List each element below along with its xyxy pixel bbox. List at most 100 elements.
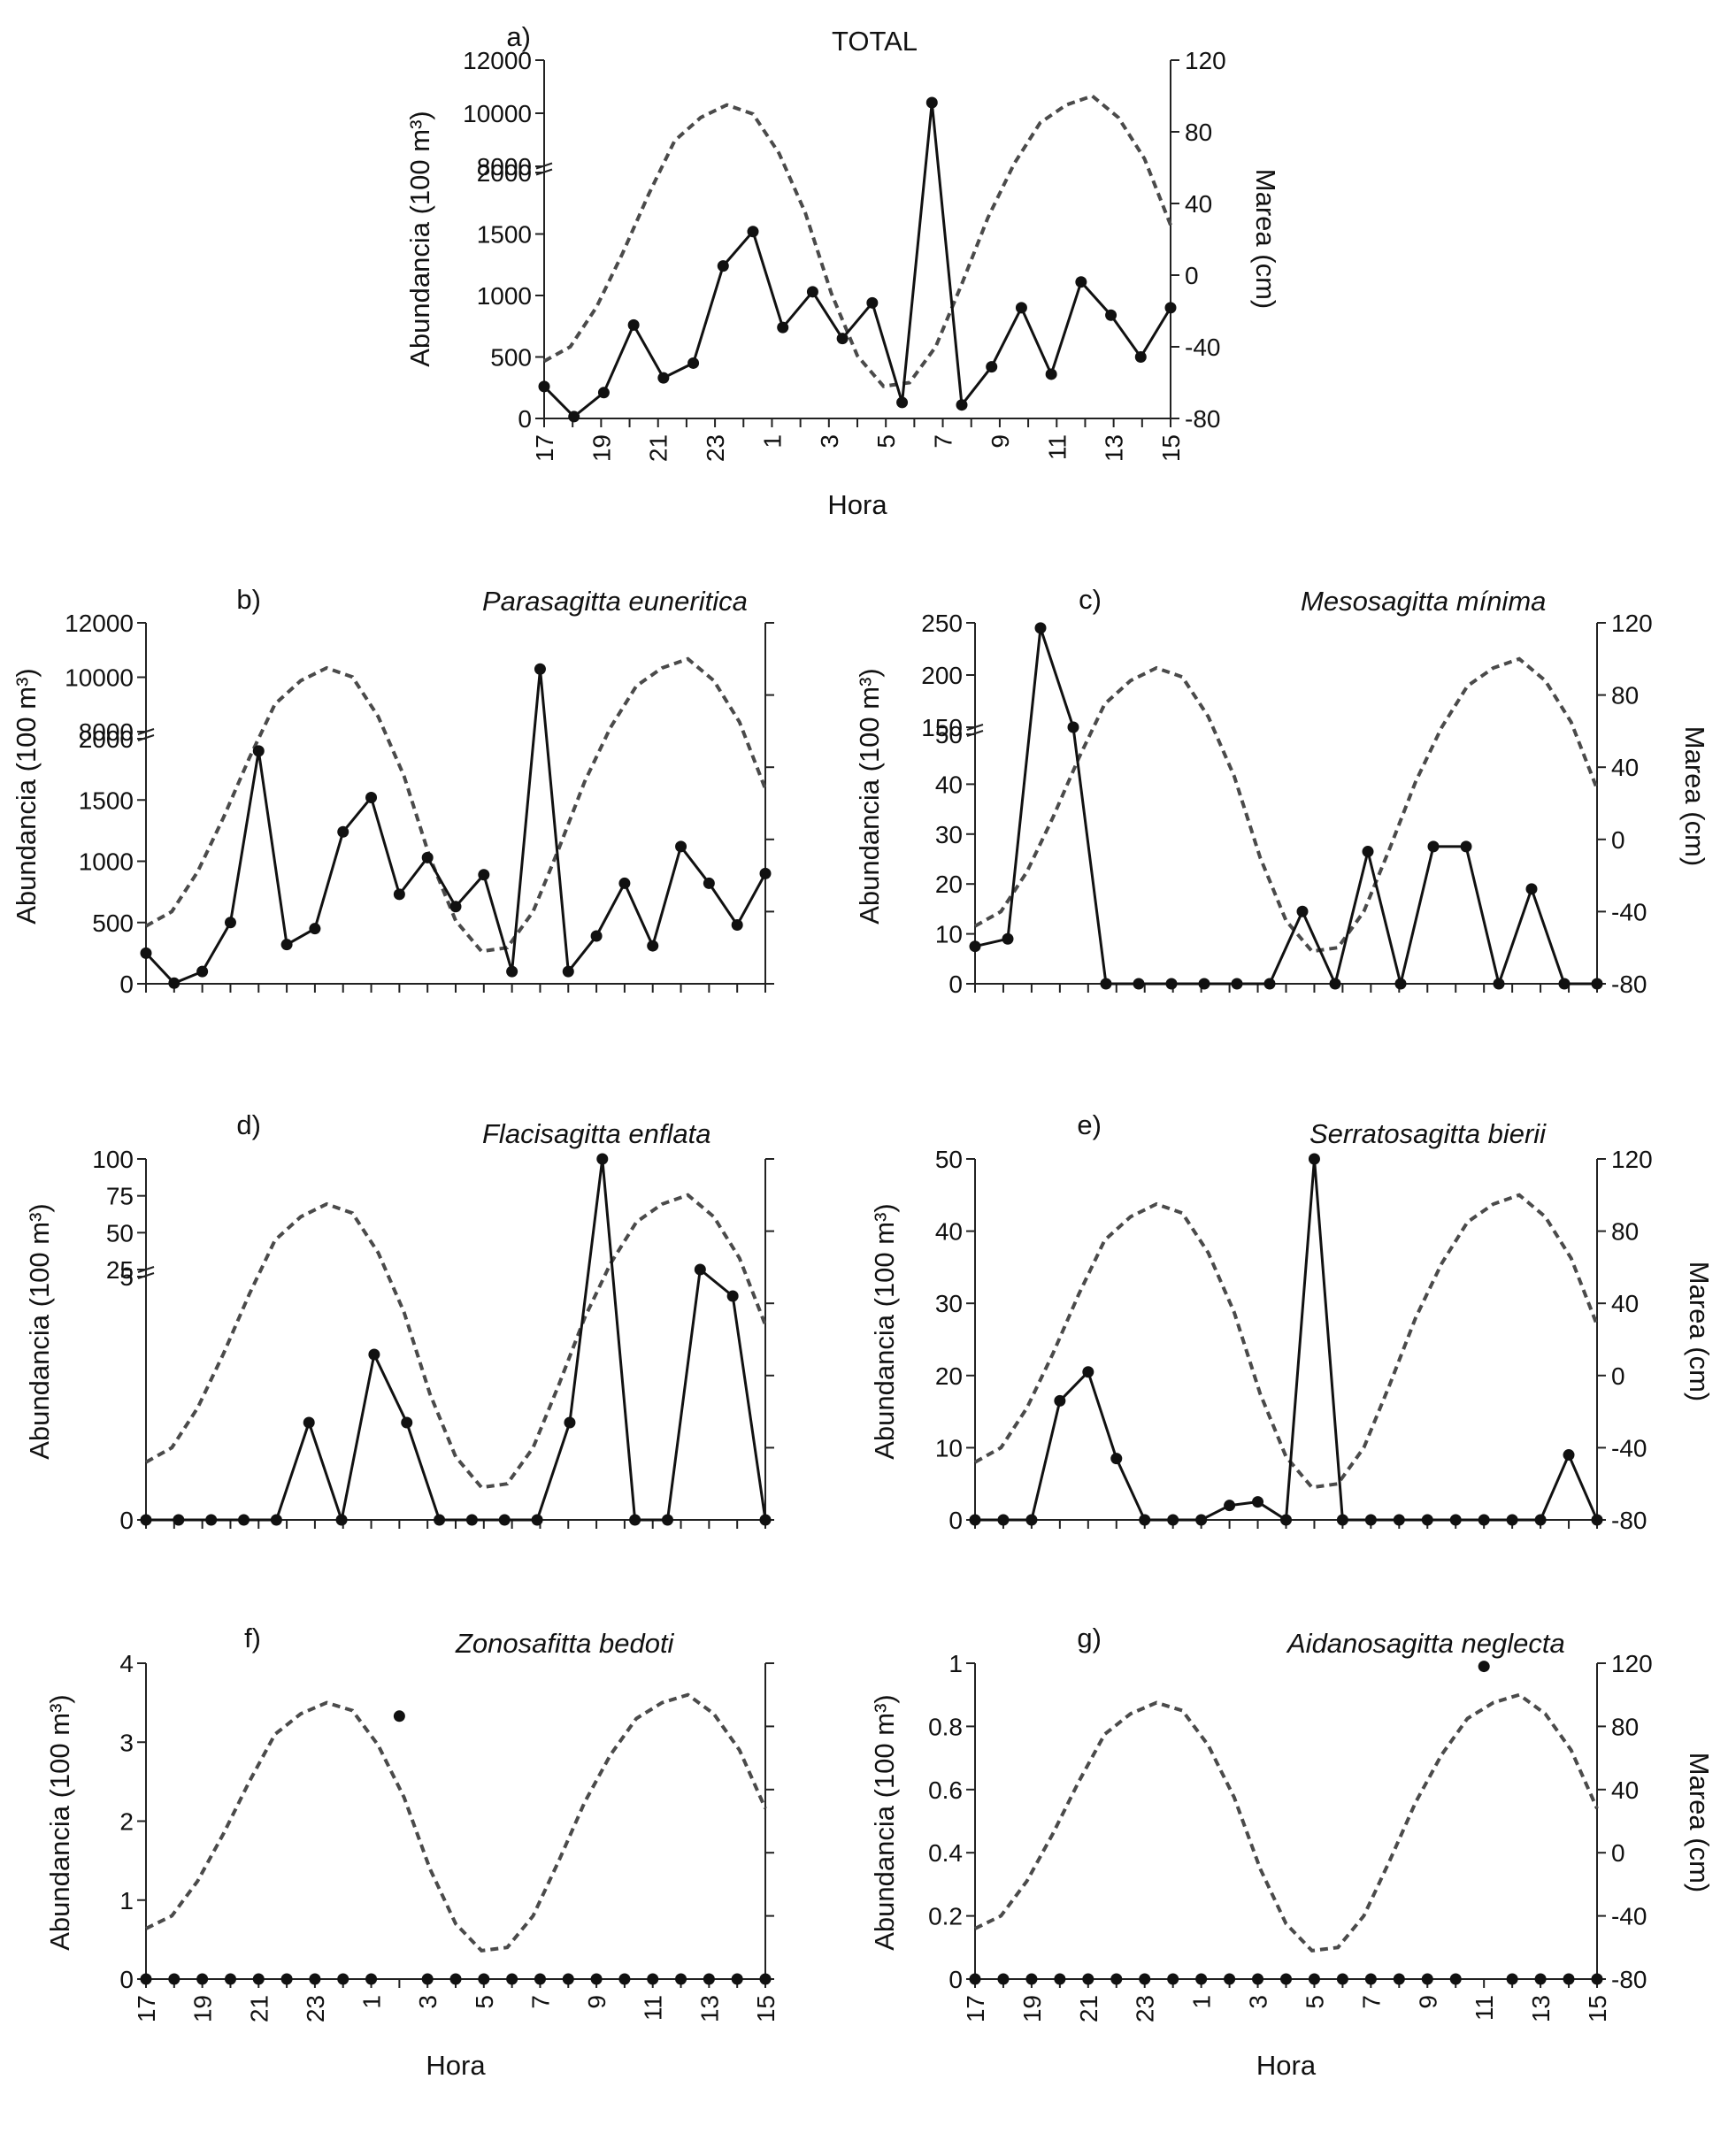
abundance-point (1421, 1514, 1433, 1526)
chart-title: Zonosafitta bedoti (455, 1628, 675, 1659)
panel-label: e) (1077, 1109, 1102, 1140)
abundance-line (146, 1158, 767, 1525)
abundance-point (1164, 302, 1177, 314)
y-tick-label: 10000 (65, 664, 134, 692)
x-axis-label: Hora (827, 489, 887, 520)
abundance-point (694, 1263, 706, 1276)
abundance-point (1591, 1514, 1603, 1526)
panel-label: c) (1079, 584, 1102, 615)
x-tick-label: 19 (588, 434, 615, 462)
abundance-point (1252, 1496, 1264, 1508)
y2-tick-label: -40 (1611, 898, 1647, 925)
x-tick-label: 11 (1043, 434, 1071, 460)
y-tick-label: 1000 (477, 282, 532, 310)
abundance-point (618, 877, 631, 889)
panel-label: f) (244, 1623, 261, 1653)
y-tick-label: 1500 (477, 221, 532, 249)
y-tick-label: 12000 (463, 47, 532, 74)
x-tick-label: 15 (1584, 1995, 1611, 2022)
abundance-point (1067, 721, 1079, 733)
y2-axis-label: Marea (cm) (1679, 726, 1710, 866)
abundance-point (1224, 1973, 1236, 1985)
abundance-point (393, 1710, 405, 1722)
y-tick-label: 4 (119, 1650, 134, 1677)
abundance-point (836, 333, 849, 345)
abundance-point (1231, 978, 1243, 990)
x-axis-label: Hora (426, 2050, 486, 2081)
y-tick-label: 0 (948, 1507, 963, 1534)
y-tick-label: 10000 (463, 100, 532, 127)
abundance-point (335, 1514, 348, 1526)
abundance-line (542, 102, 1172, 418)
y-tick-label: 2000 (79, 725, 134, 753)
abundance-point (1002, 932, 1014, 945)
x-tick-label: 5 (471, 1995, 498, 2009)
y-tick-label: 250 (921, 610, 963, 637)
y2-tick-label: 80 (1611, 1713, 1639, 1740)
y-tick-label: 2000 (477, 159, 532, 187)
abundance-point (1493, 978, 1505, 990)
y-tick-label: 25 (106, 1256, 134, 1284)
x-tick-label: 7 (930, 434, 957, 449)
abundance-point (562, 1973, 574, 1985)
abundance-point (1308, 1153, 1320, 1165)
abundance-point (590, 930, 603, 942)
abundance-point (675, 840, 687, 853)
y2-tick-label: -80 (1611, 1966, 1647, 1993)
abundance-point (1082, 1973, 1094, 1985)
chart-title: TOTAL (832, 26, 918, 57)
abundance-point (1075, 276, 1087, 288)
chart-panel-d: 0 525 50 75 100 d) Flacisagitta enflata Abundan… (24, 1109, 774, 1534)
abundance-point (1167, 1514, 1179, 1526)
abundance-point (1195, 1973, 1208, 1985)
x-tick-label: 11 (640, 1995, 667, 2021)
abundance-point (1025, 1973, 1038, 1985)
abundance-point (1329, 978, 1341, 990)
x-tick-label: 9 (1414, 1995, 1441, 2009)
abundance-point (1167, 1973, 1179, 1985)
abundance-point (703, 877, 715, 889)
abundance-point (956, 399, 968, 411)
y-tick-label: 50 (106, 1219, 134, 1247)
tide-curve (145, 1193, 767, 1490)
abundance-point (618, 1973, 631, 1985)
x-tick-label: 5 (872, 434, 900, 449)
y-tick-label: 10 (935, 1434, 963, 1462)
abundance-point (1195, 1514, 1208, 1526)
abundance-point (629, 1514, 641, 1526)
abundance-point (1394, 978, 1407, 990)
y2-tick-label: 40 (1611, 1776, 1639, 1804)
abundance-point (1506, 1514, 1518, 1526)
x-tick-label: 9 (583, 1995, 611, 2009)
abundance-point (465, 1514, 478, 1526)
y-tick-label: 12000 (65, 610, 134, 637)
abundance-point (478, 869, 490, 881)
y2-tick-label: 120 (1185, 47, 1226, 74)
abundance-point (896, 396, 909, 409)
y2-tick-label: -40 (1611, 1434, 1647, 1462)
y-axis-label: Abundancia (100 m³) (869, 1203, 900, 1460)
y2-tick-label: -80 (1611, 1507, 1647, 1534)
y-tick-label: 0 (119, 971, 134, 998)
abundance-point (1506, 1973, 1518, 1985)
abundance-point (538, 380, 550, 393)
tide-curve (543, 94, 1172, 388)
y-tick-label: 0.8 (928, 1713, 963, 1740)
abundance-point (534, 1973, 546, 1985)
y-tick-label: 5 (119, 1263, 134, 1291)
y-tick-label: 0 (119, 1966, 134, 1993)
abundance-point (1263, 978, 1276, 990)
abundance-point (1139, 1973, 1151, 1985)
abundance-point (1449, 1973, 1462, 1985)
abundance-point (1015, 302, 1027, 314)
y2-tick-label: 0 (1185, 262, 1199, 289)
y-tick-label: 30 (935, 821, 963, 848)
y-tick-label: 40 (935, 771, 963, 798)
abundance-point (1336, 1973, 1348, 1985)
y2-tick-label: 0 (1611, 1839, 1625, 1867)
abundance-point (309, 1973, 321, 1985)
y-tick-label: 0 (948, 971, 963, 998)
x-tick-label: 23 (702, 434, 729, 462)
abundance-point (1165, 978, 1178, 990)
